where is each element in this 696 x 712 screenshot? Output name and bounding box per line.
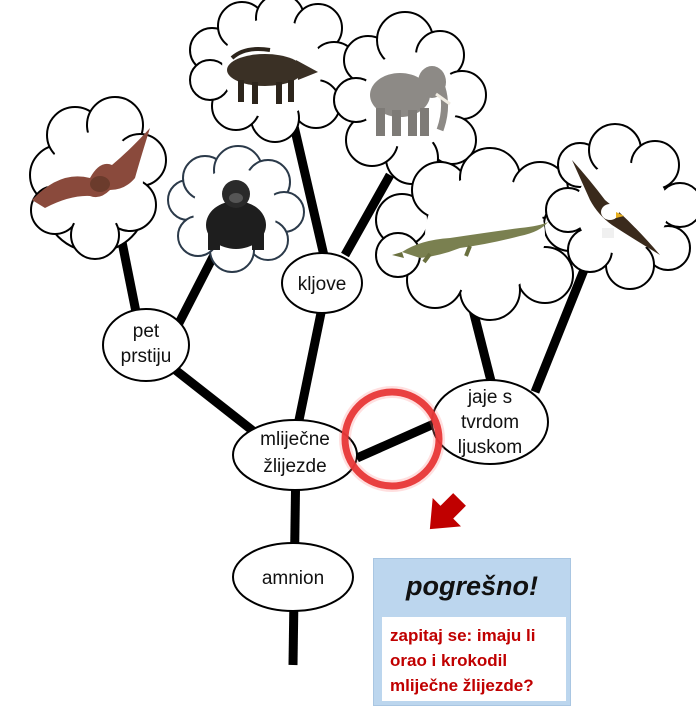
branch-to-hard-egg — [355, 418, 438, 463]
node-mammary-glands: mliječne žlijezde — [232, 419, 358, 491]
bat-icon — [32, 128, 150, 208]
node-amnion-label: amnion — [262, 568, 324, 589]
node-amnion: amnion — [232, 542, 354, 612]
feedback-message-line3: mliječne žlijezde? — [390, 676, 534, 695]
node-tusks-label: kljove — [298, 274, 347, 295]
error-highlight-circle — [341, 388, 443, 490]
eagle-icon — [572, 160, 660, 255]
branch-to-boar — [289, 124, 330, 262]
cloud-eagle — [545, 123, 696, 290]
node-hard-egg: jaje s tvrdom ljuskom — [431, 379, 549, 465]
branch-to-gorilla — [173, 252, 219, 328]
feedback-box: pogrešno! zapitaj se: imaju li orao i kr… — [373, 558, 571, 706]
node-hard-egg-line1: jaje s — [467, 387, 512, 408]
branch-to-crocodile — [468, 308, 497, 387]
boar-icon — [227, 47, 318, 104]
gorilla-icon — [206, 180, 266, 250]
node-mammary-line1: mliječne — [260, 429, 330, 450]
node-five-fingers: pet prstiju — [102, 308, 190, 382]
node-mammary-line2: žlijezde — [263, 456, 326, 477]
branch-to-eagle — [530, 253, 595, 394]
feedback-message-panel: zapitaj se: imaju li orao i krokodil mli… — [382, 617, 566, 701]
feedback-title: pogrešno! — [406, 571, 538, 601]
error-highlight-glow — [339, 386, 445, 492]
arrow-down-right-icon — [429, 493, 466, 530]
crocodile-icon — [392, 222, 548, 264]
feedback-message-line2: orao i krokodil — [390, 651, 508, 670]
node-hard-egg-line2: tvrdom — [461, 412, 519, 433]
elephant-icon — [370, 66, 451, 136]
branch-to-tusks — [293, 307, 327, 426]
branch-to-elephant — [341, 172, 394, 258]
node-five-fingers-line2: prstiju — [121, 346, 172, 367]
node-five-fingers-line1: pet — [133, 321, 160, 342]
feedback-message-line1: zapitaj se: imaju li — [390, 626, 536, 645]
node-hard-egg-line3: ljuskom — [458, 437, 522, 458]
node-tusks: kljove — [281, 252, 363, 314]
